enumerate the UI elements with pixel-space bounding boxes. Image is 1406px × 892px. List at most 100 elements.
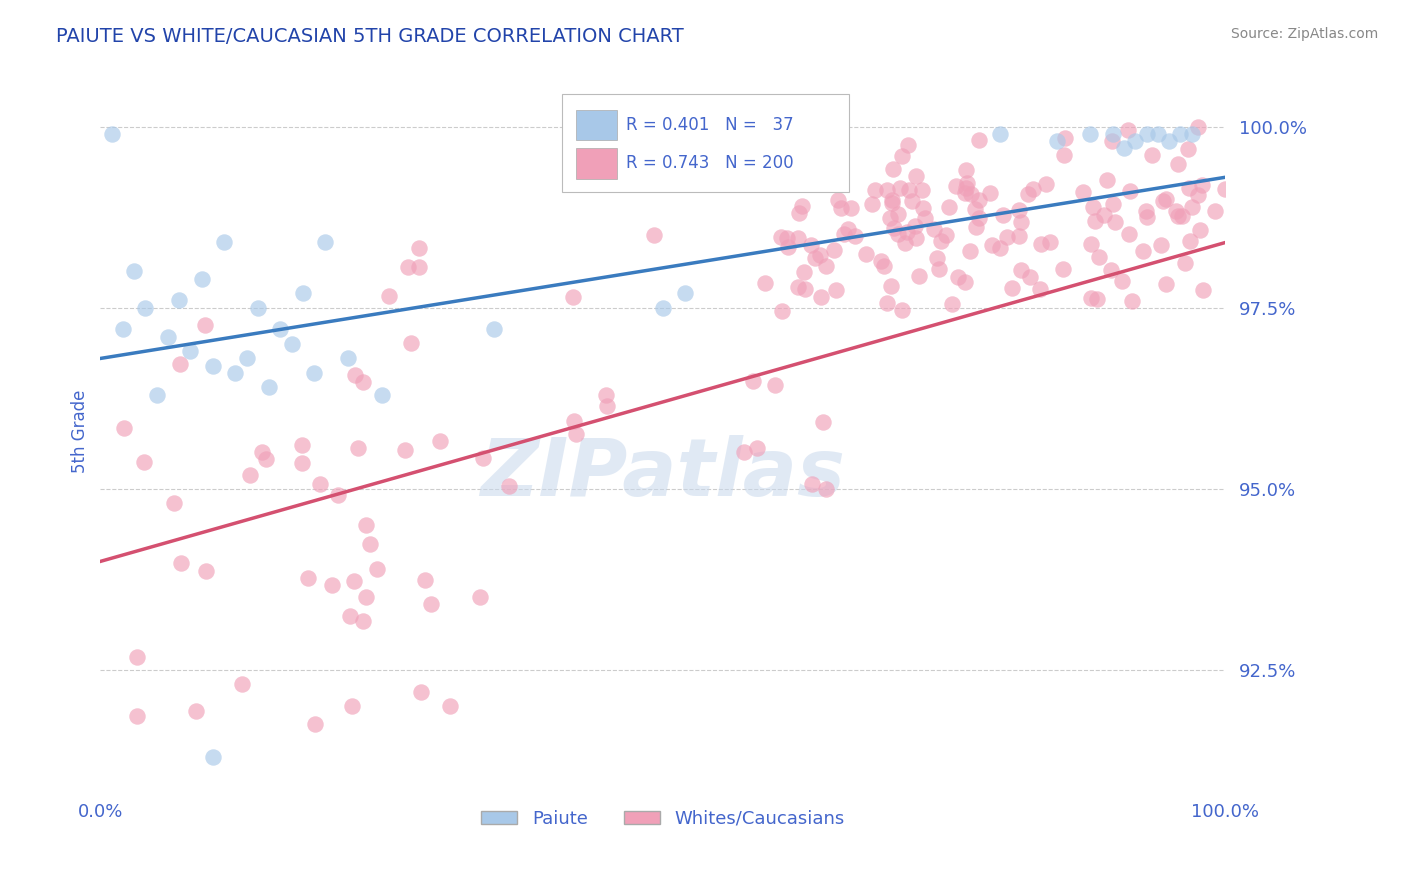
Point [1081, 200, 1104, 214]
Point [776, 240, 799, 254]
Point [941, 297, 963, 311]
Point [924, 222, 946, 236]
Point [928, 261, 950, 276]
Point [905, 231, 928, 245]
Legend: Paiute, Whites/Caucasians: Paiute, Whites/Caucasians [474, 803, 852, 835]
Point [967, 211, 990, 225]
Point [883, 220, 905, 235]
Point [429, 434, 451, 449]
Point [134, 455, 156, 469]
Point [246, 301, 269, 315]
Point [897, 137, 920, 152]
Point [1135, 204, 1157, 219]
Point [776, 230, 799, 244]
Point [127, 650, 149, 665]
Point [801, 477, 824, 491]
Point [786, 280, 808, 294]
Point [167, 293, 190, 308]
Point [786, 231, 808, 245]
Point [1118, 227, 1140, 242]
Point [1174, 256, 1197, 270]
Point [1125, 134, 1147, 148]
Point [882, 193, 904, 207]
Point [1008, 203, 1031, 218]
Point [1111, 274, 1133, 288]
Y-axis label: 5th Grade: 5th Grade [72, 389, 89, 473]
Point [291, 456, 314, 470]
Point [979, 186, 1001, 201]
Point [145, 387, 167, 401]
Point [1001, 281, 1024, 295]
Point [291, 286, 314, 301]
Point [212, 235, 235, 250]
Point [309, 477, 332, 491]
Point [1204, 203, 1226, 218]
Point [993, 208, 1015, 222]
Point [1171, 209, 1194, 223]
Point [342, 699, 364, 714]
Point [981, 238, 1004, 252]
Point [347, 441, 370, 455]
Point [169, 357, 191, 371]
Point [830, 201, 852, 215]
Point [342, 574, 364, 588]
Point [995, 230, 1018, 244]
Point [1084, 214, 1107, 228]
Point [1019, 269, 1042, 284]
Point [887, 227, 910, 241]
Point [955, 186, 977, 201]
Point [955, 181, 977, 195]
Point [1029, 282, 1052, 296]
Point [938, 200, 960, 214]
Point [257, 380, 280, 394]
Point [156, 329, 179, 343]
Point [1080, 291, 1102, 305]
Point [770, 304, 793, 318]
Point [763, 378, 786, 392]
Point [1092, 208, 1115, 222]
Point [823, 244, 845, 258]
Point [810, 290, 832, 304]
Point [195, 564, 218, 578]
Point [328, 488, 350, 502]
Point [1152, 194, 1174, 208]
Point [1178, 180, 1201, 194]
Point [1010, 215, 1032, 229]
Point [370, 387, 392, 401]
Text: PAIUTE VS WHITE/CAUCASIAN 5TH GRADE CORRELATION CHART: PAIUTE VS WHITE/CAUCASIAN 5TH GRADE CORR… [56, 27, 683, 45]
Point [1052, 261, 1074, 276]
Point [1008, 229, 1031, 244]
Point [890, 149, 912, 163]
Point [793, 265, 815, 279]
Point [790, 124, 813, 138]
Point [790, 172, 813, 186]
Point [596, 400, 619, 414]
Point [813, 134, 835, 148]
Point [901, 194, 924, 209]
Point [904, 219, 927, 233]
Point [1191, 284, 1213, 298]
Point [1071, 185, 1094, 199]
Point [908, 269, 931, 284]
Point [344, 368, 367, 383]
Point [1191, 178, 1213, 192]
Point [304, 717, 326, 731]
Text: R = 0.401   N =   37: R = 0.401 N = 37 [626, 116, 793, 134]
Point [254, 452, 277, 467]
Point [855, 247, 877, 261]
Point [890, 303, 912, 318]
Text: ZIPatlas: ZIPatlas [481, 435, 845, 514]
Point [911, 202, 934, 216]
Point [754, 276, 776, 290]
Point [1080, 237, 1102, 252]
Point [291, 437, 314, 451]
Point [1102, 197, 1125, 211]
Point [1095, 173, 1118, 187]
Point [595, 388, 617, 402]
FancyBboxPatch shape [576, 110, 617, 140]
Point [814, 260, 837, 274]
Point [876, 296, 898, 310]
Point [1017, 187, 1039, 202]
Point [1046, 134, 1069, 148]
Point [811, 415, 834, 429]
